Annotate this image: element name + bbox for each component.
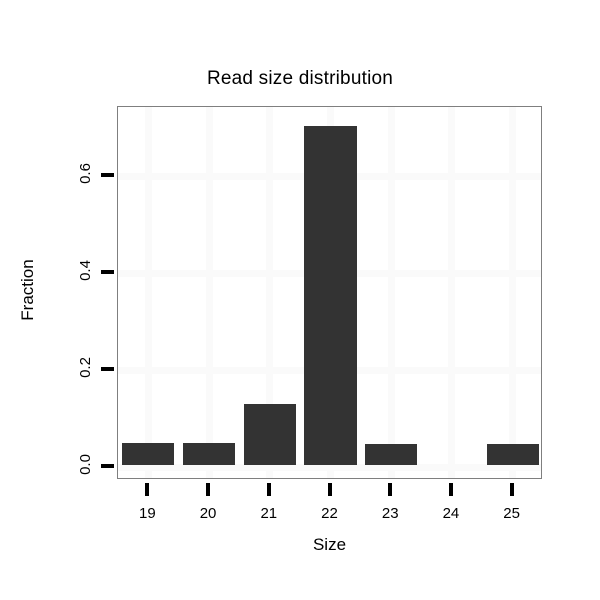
x-axis-tick-label: 20 [199, 505, 217, 522]
y-axis-tick-label-text: 0.2 [77, 357, 95, 378]
gridline-vertical [387, 107, 395, 478]
chart-title: Read size distribution [206, 68, 394, 89]
bar [243, 403, 296, 465]
y-axis-tick-label: 0.2 [0, 357, 96, 378]
x-axis-tick [206, 483, 211, 496]
gridline-vertical [144, 107, 152, 478]
gridline-vertical [448, 107, 456, 478]
bar [486, 443, 539, 465]
x-axis-tick [388, 483, 393, 496]
x-axis-tick [145, 483, 150, 496]
y-axis-tick-label: 0.4 [0, 260, 96, 281]
gridline-vertical [509, 107, 517, 478]
y-axis-tick [101, 173, 114, 177]
bar [182, 443, 236, 465]
x-axis-tick-label: 21 [260, 505, 278, 522]
y-axis-tick-label-text: 0.4 [77, 260, 95, 281]
y-axis-tick-label: 0.0 [0, 454, 96, 475]
plot-area [118, 107, 541, 478]
gridline-vertical [266, 107, 274, 478]
x-axis-tick-label: 24 [442, 505, 460, 522]
x-axis-tick [448, 483, 453, 496]
x-axis-tick [509, 483, 514, 496]
x-axis-tick [327, 483, 332, 496]
x-axis-tick-label: 23 [381, 505, 399, 522]
y-axis-tick [101, 367, 114, 371]
x-axis-tick-label: 25 [503, 505, 520, 522]
bar [304, 125, 357, 465]
y-axis-tick-label: 0.6 [0, 163, 96, 184]
bar [122, 443, 175, 465]
y-axis-tick-label-text: 0.6 [77, 163, 95, 184]
y-axis-tick-label-text: 0.0 [77, 454, 95, 475]
y-axis-title: Fraction [18, 259, 37, 321]
x-axis-tick [266, 483, 271, 496]
bar [365, 443, 418, 465]
y-axis-tick [101, 270, 114, 274]
gridline-horizontal [118, 463, 541, 471]
plot-panel [117, 106, 542, 479]
x-axis-tick-label: 19 [139, 505, 156, 522]
y-axis-tick [101, 464, 114, 468]
x-axis-title: Size [312, 535, 347, 554]
gridline-vertical [205, 107, 213, 478]
x-axis-tick-label: 22 [321, 505, 338, 522]
